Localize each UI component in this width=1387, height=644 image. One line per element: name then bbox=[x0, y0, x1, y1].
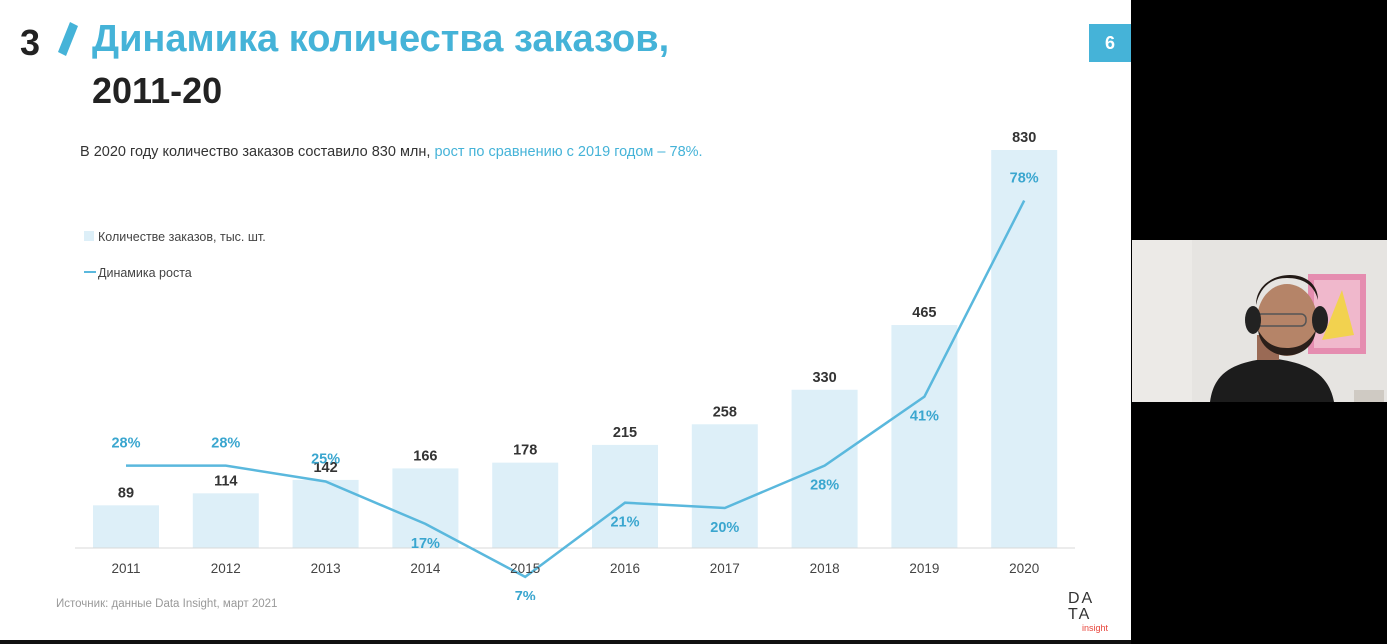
bar-value-label: 258 bbox=[713, 404, 737, 420]
subtitle-highlight: рост по сравнению с 2019 годом – 78%. bbox=[434, 144, 703, 160]
growth-value-label: 78% bbox=[1010, 171, 1039, 187]
x-tick-label: 2015 bbox=[510, 561, 540, 576]
bar-value-label: 89 bbox=[118, 485, 134, 501]
data-insight-logo: DA TA insight bbox=[1068, 590, 1124, 636]
x-tick-label: 2012 bbox=[211, 561, 241, 576]
growth-value-label: 21% bbox=[610, 515, 639, 531]
slide-bottom-border bbox=[0, 640, 1131, 644]
slide: 3 Динамика количества заказов, 2011-20 6… bbox=[0, 0, 1131, 644]
slash-icon bbox=[58, 22, 78, 56]
bar-2015 bbox=[492, 462, 559, 548]
growth-value-label: 7% bbox=[515, 589, 536, 600]
x-tick-label: 2016 bbox=[610, 561, 640, 576]
growth-value-label: 28% bbox=[211, 436, 240, 452]
growth-value-label: 28% bbox=[810, 478, 839, 494]
growth-line bbox=[126, 200, 1026, 579]
x-tick-label: 2013 bbox=[311, 561, 341, 576]
x-tick-label: 2017 bbox=[710, 561, 740, 576]
bar-value-label: 166 bbox=[413, 448, 437, 464]
subtitle-main: В 2020 году количество заказов составило… bbox=[80, 144, 435, 160]
x-tick-label: 2019 bbox=[909, 561, 939, 576]
growth-value-label: 41% bbox=[910, 409, 939, 425]
bar-2016 bbox=[592, 444, 658, 548]
page-title-years: 2011-20 bbox=[92, 70, 223, 111]
legend-bar-label: Количестве заказов, тыс. шт. bbox=[98, 230, 266, 244]
bar-value-label: 465 bbox=[912, 305, 936, 321]
section-number: 3 bbox=[20, 22, 41, 63]
legend-line-label: Динамика роста bbox=[98, 266, 192, 280]
logo-line2: TA bbox=[1068, 606, 1092, 623]
bar-value-label: 142 bbox=[313, 460, 337, 476]
bar-value-label: 114 bbox=[214, 473, 237, 489]
bar-2020 bbox=[991, 150, 1058, 548]
logo-line1: DA bbox=[1068, 590, 1095, 607]
bar-value-label: 830 bbox=[1012, 130, 1036, 146]
growth-value-label: 28% bbox=[111, 436, 140, 452]
chart-subtitle: В 2020 году количество заказов составило… bbox=[80, 144, 703, 160]
logo-line3: insight bbox=[1082, 623, 1109, 633]
bar-2018 bbox=[791, 389, 858, 548]
x-tick-label: 2011 bbox=[111, 561, 140, 576]
chart-legend: Количестве заказов, тыс. шт. Динамика ро… bbox=[84, 230, 266, 280]
x-tick-label: 2014 bbox=[410, 561, 441, 576]
growth-value-label: 20% bbox=[710, 520, 739, 536]
bar-2012 bbox=[192, 493, 259, 548]
source-note: Источник: данные Data Insight, март 2021 bbox=[56, 598, 278, 610]
x-tick-label: 2018 bbox=[810, 561, 840, 576]
bar-value-label: 330 bbox=[812, 370, 836, 386]
bar-2017 bbox=[691, 424, 758, 548]
growth-value-label: 25% bbox=[311, 452, 340, 468]
orders-chart: Количестве заказов, тыс. шт. Динамика ро… bbox=[75, 130, 1075, 600]
webcam-video bbox=[1132, 240, 1387, 402]
x-tick-label: 2020 bbox=[1009, 561, 1039, 576]
legend-bar-swatch bbox=[84, 231, 94, 241]
growth-value-label: 17% bbox=[411, 536, 440, 552]
bar-2011 bbox=[93, 505, 159, 548]
bar-2019 bbox=[891, 325, 958, 548]
page-title: Динамика количества заказов, bbox=[92, 18, 670, 60]
page-number-badge: 6 bbox=[1089, 24, 1131, 62]
bar-value-label: 178 bbox=[513, 443, 537, 459]
webcam-person-icon bbox=[1132, 240, 1387, 402]
bar-value-label: 215 bbox=[613, 425, 637, 441]
